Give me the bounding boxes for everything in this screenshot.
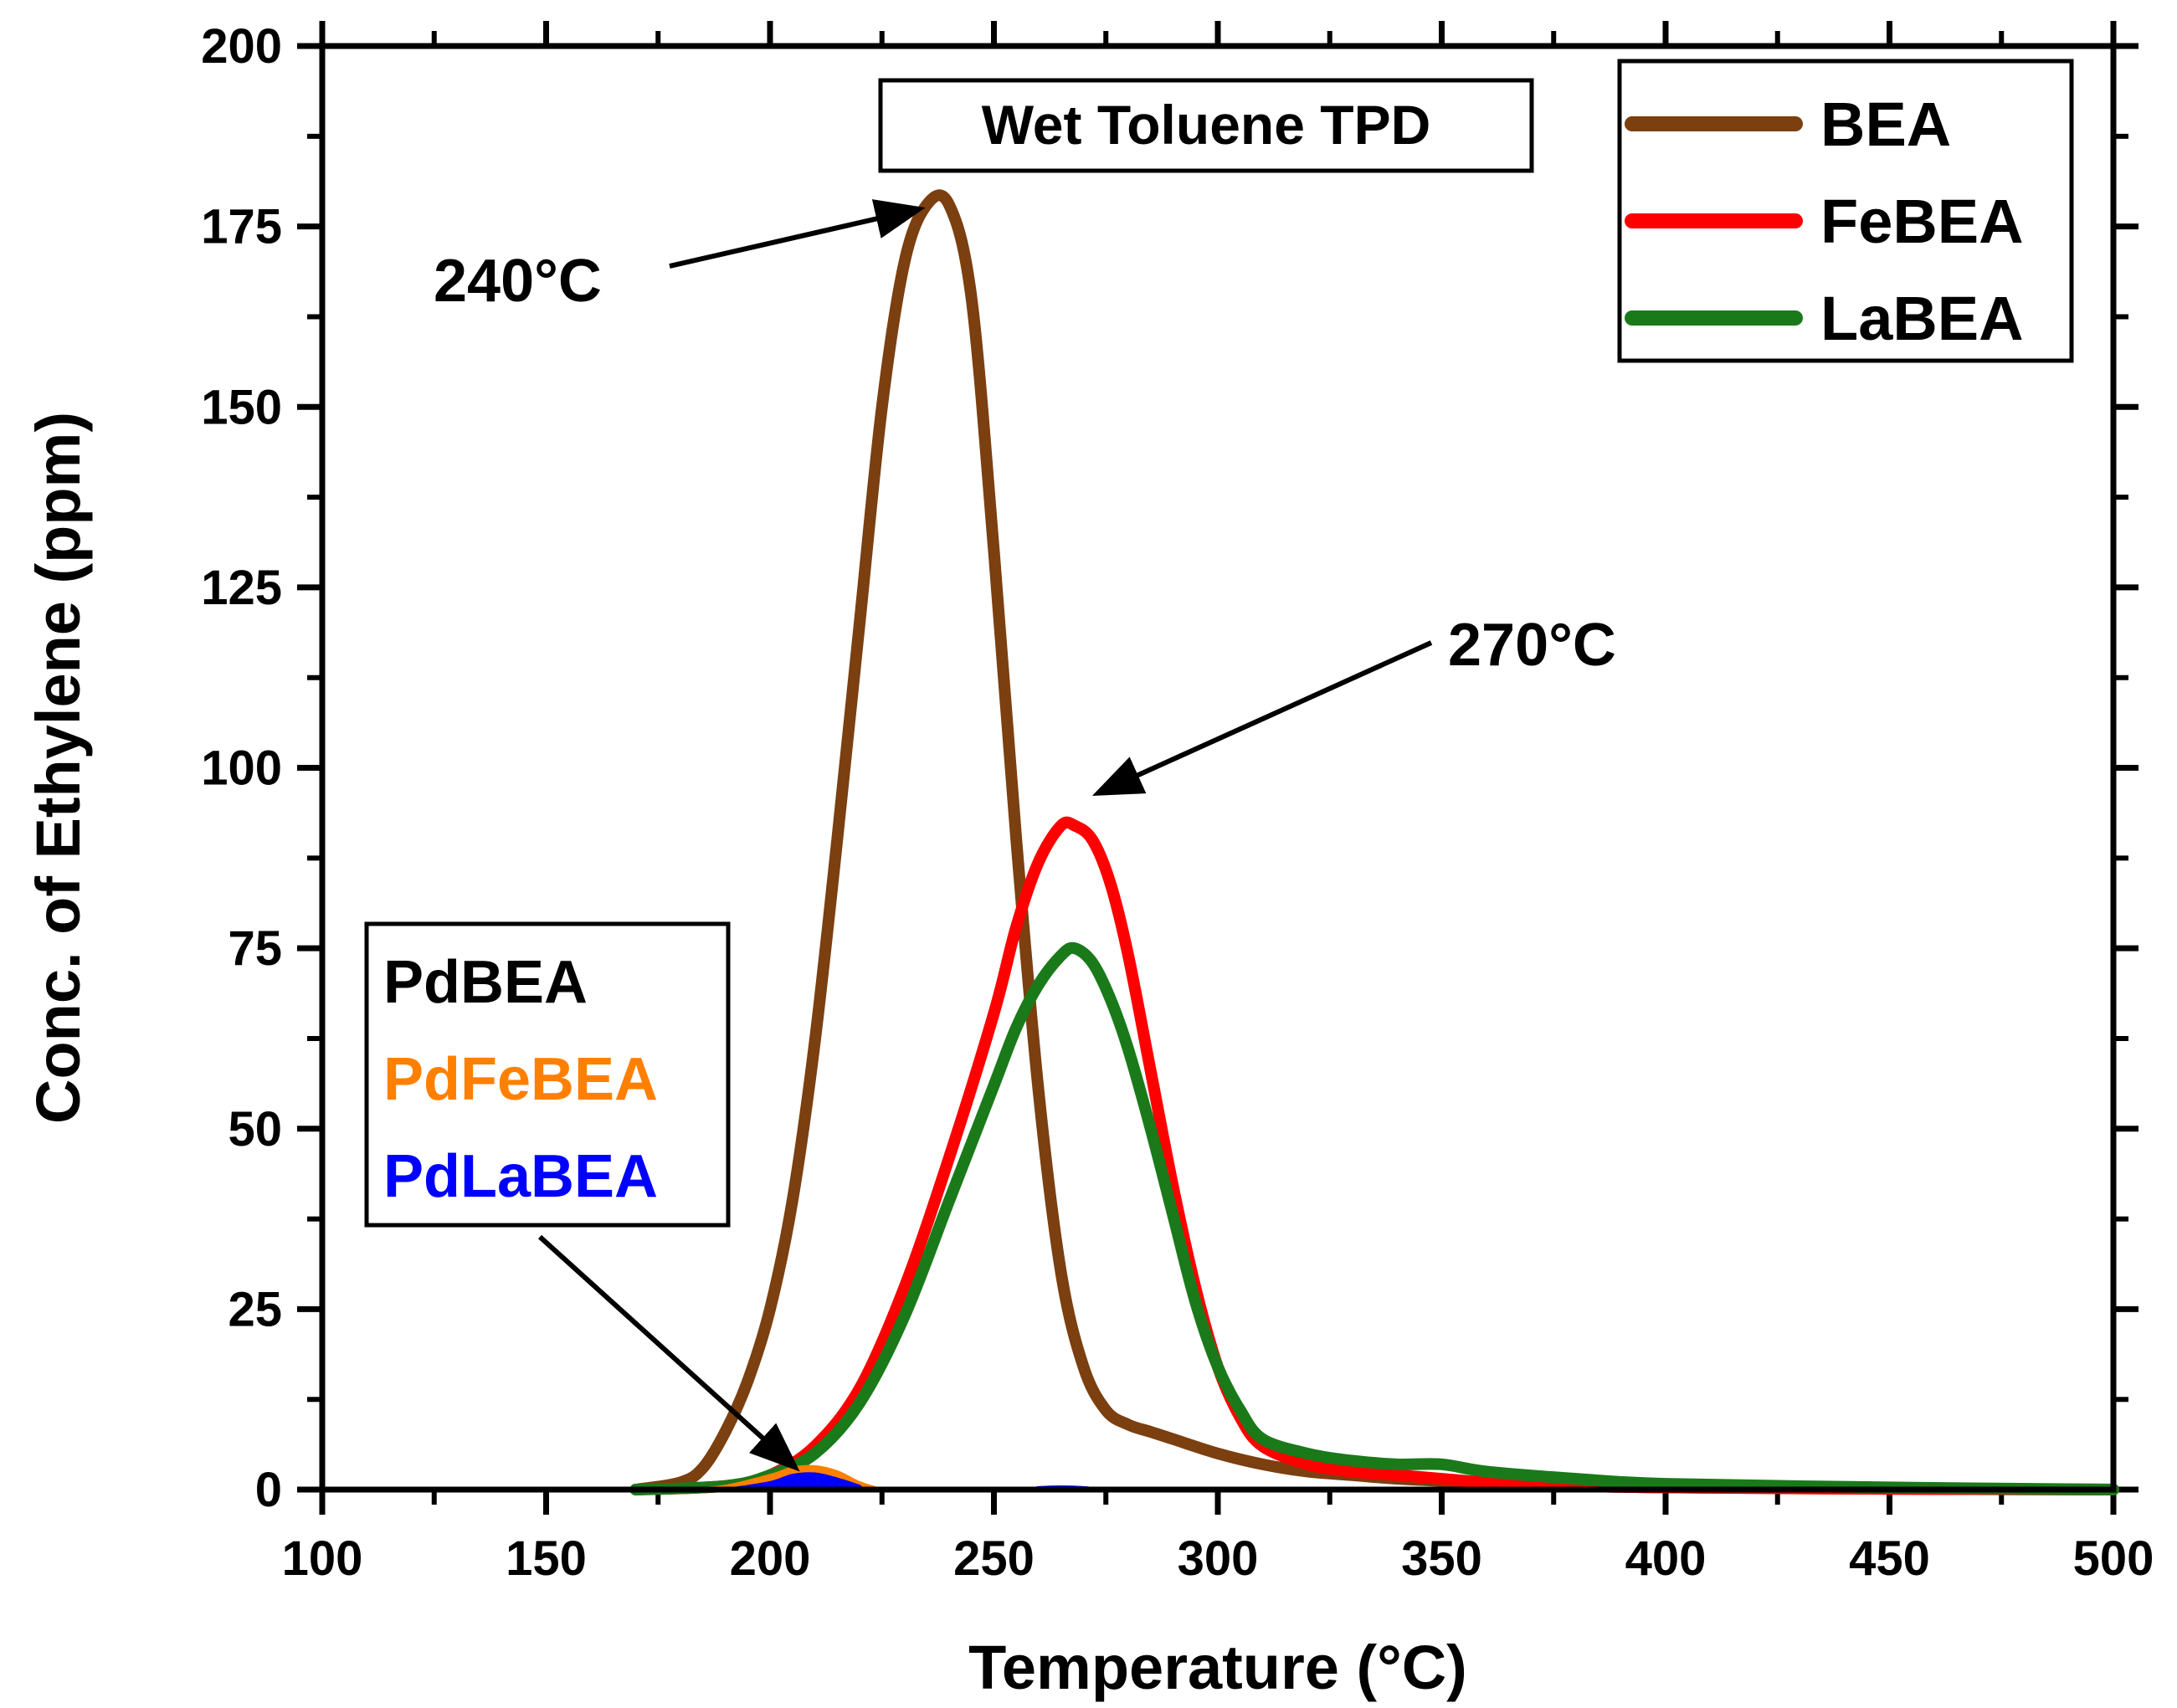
x-axis-title: Temperature (°C) — [968, 1633, 1467, 1702]
y-tick-label: 75 — [228, 921, 282, 976]
y-tick-label: 200 — [201, 19, 282, 74]
x-tick-label: 400 — [1625, 1531, 1707, 1586]
annotations: 240°C 270°C — [434, 199, 1616, 1472]
y-tick-label: 175 — [201, 200, 282, 254]
annotation-240c-arrow — [669, 199, 926, 269]
x-tick-label: 300 — [1178, 1531, 1259, 1586]
x-tick-label: 350 — [1401, 1531, 1482, 1586]
legend: BEA FeBEA LaBEA — [1617, 59, 2074, 363]
y-axis-title: Conc. of Ethylene (ppm) — [23, 412, 93, 1124]
secondary-legend-label: PdLaBEA — [383, 1143, 658, 1210]
x-tick-label: 450 — [1849, 1531, 1930, 1586]
plot-frame — [319, 43, 2117, 1493]
chart-tick-labels: 100 150 200 250 300 350 400 450 500 0 25 50 75 100 125… — [201, 19, 2154, 1586]
y-tick-label: 150 — [201, 380, 282, 434]
chart-title: Wet Toluene TPD — [982, 94, 1431, 156]
secondary-legend-label: PdFeBEA — [383, 1046, 658, 1113]
legend-label: BEA — [1820, 90, 1951, 159]
annotation-270c-arrow — [1091, 640, 1433, 796]
legend-label: LaBEA — [1820, 284, 2024, 353]
x-tick-label: 200 — [730, 1531, 811, 1586]
x-tick-label: 100 — [282, 1531, 363, 1586]
chart-title-box: Wet Toluene TPD — [878, 78, 1534, 173]
y-tick-label: 25 — [228, 1282, 282, 1336]
legend-label: FeBEA — [1820, 187, 2024, 256]
secondary-legend: PdBEA PdFeBEA PdLaBEA — [364, 921, 731, 1228]
x-tick-label: 150 — [506, 1531, 587, 1586]
secondary-legend-label: PdBEA — [383, 949, 588, 1016]
annotation-240c: 240°C — [434, 248, 602, 315]
annotation-270c: 270°C — [1448, 612, 1616, 679]
secondary-legend-arrow — [537, 1234, 800, 1472]
series-febea-line — [629, 816, 2119, 1495]
x-tick-label: 250 — [953, 1531, 1035, 1586]
y-tick-label: 0 — [255, 1463, 282, 1517]
series-labea-line — [629, 941, 2119, 1495]
y-tick-label: 100 — [201, 741, 282, 796]
y-tick-label: 50 — [228, 1102, 282, 1157]
x-tick-label: 500 — [2073, 1531, 2154, 1586]
secondary-legend-frame — [364, 921, 731, 1228]
chart-title-frame — [878, 78, 1534, 173]
y-tick-label: 125 — [201, 561, 282, 615]
